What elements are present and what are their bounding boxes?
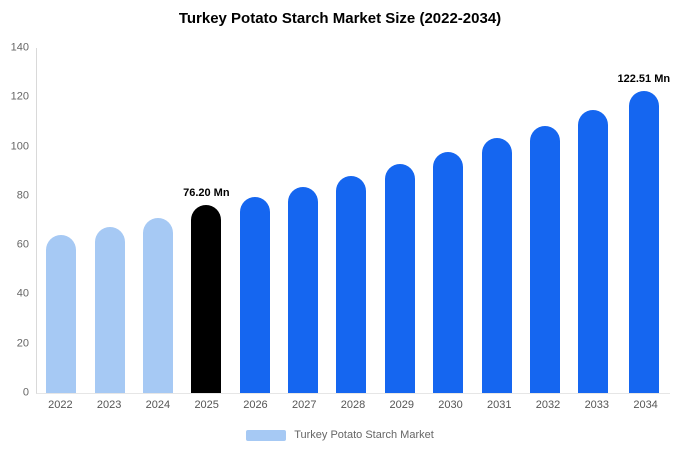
bar-cell-2033 bbox=[569, 48, 617, 393]
plot-area: 76.20 Mn 122.51 Mn bbox=[37, 48, 670, 393]
bar-cell-2027 bbox=[279, 48, 327, 393]
legend: Turkey Potato Starch Market bbox=[0, 429, 680, 441]
bar-2022 bbox=[46, 235, 77, 393]
plot-wrap: 0 20 40 60 80 100 120 140 76.20 Mn 122.51 Mn bbox=[11, 42, 670, 398]
bar-2027 bbox=[288, 187, 319, 393]
bar-cell-2028 bbox=[327, 48, 375, 393]
x-tick-2032: 2032 bbox=[535, 399, 561, 411]
x-tick-2022: 2022 bbox=[48, 399, 73, 411]
chart-title: Turkey Potato Starch Market Size (2022-2… bbox=[178, 10, 502, 27]
bar-cell-2026 bbox=[231, 48, 279, 393]
bar-cell-2030 bbox=[424, 48, 472, 393]
bar-2024 bbox=[142, 218, 173, 393]
legend-label: Turkey Potato Starch Market bbox=[294, 429, 434, 441]
x-tick-2024: 2024 bbox=[145, 399, 171, 411]
x-tick-2028: 2028 bbox=[340, 399, 366, 411]
legend-swatch bbox=[246, 429, 287, 441]
bar-cell-2029 bbox=[376, 48, 424, 393]
bar-cell-2024 bbox=[134, 48, 182, 393]
bar-value-label-2025: 76.20 Mn bbox=[183, 187, 230, 200]
bar-2029 bbox=[384, 163, 415, 393]
bar-2025 bbox=[191, 205, 222, 393]
bar-cell-2025: 76.20 Mn bbox=[182, 48, 230, 393]
x-tick-2025: 2025 bbox=[194, 399, 219, 411]
bar-2031 bbox=[481, 137, 512, 393]
x-axis: 2022 2023 2024 2025 2026 2027 2028 2029 2030 2031… bbox=[36, 399, 670, 411]
x-tick-2033: 2033 bbox=[584, 399, 610, 411]
y-tick-0: 0 bbox=[22, 386, 29, 399]
bar-2030 bbox=[433, 151, 464, 393]
bar-2032 bbox=[529, 125, 560, 393]
x-tick-2029: 2029 bbox=[389, 399, 414, 411]
y-tick-80: 80 bbox=[16, 189, 29, 202]
bar-value-label-2034: 122.51 Mn bbox=[617, 73, 671, 86]
bar-cell-2031 bbox=[472, 48, 520, 393]
bar-cell-2034: 122.51 Mn bbox=[617, 48, 671, 393]
x-tick-2031: 2031 bbox=[487, 399, 512, 411]
y-tick-100: 100 bbox=[10, 140, 29, 153]
y-tick-20: 20 bbox=[16, 337, 29, 350]
x-tick-2027: 2027 bbox=[291, 399, 317, 411]
bar-cell-2032 bbox=[521, 48, 569, 393]
x-tick-2026: 2026 bbox=[243, 399, 268, 411]
bar-2034 bbox=[628, 91, 659, 393]
y-tick-40: 40 bbox=[16, 287, 29, 300]
y-tick-120: 120 bbox=[10, 90, 29, 103]
x-tick-2023: 2023 bbox=[96, 399, 122, 411]
bar-cell-2022 bbox=[37, 48, 85, 393]
bar-2028 bbox=[336, 176, 367, 393]
x-tick-2030: 2030 bbox=[438, 399, 463, 411]
bar-2026 bbox=[239, 197, 270, 393]
bar-2023 bbox=[94, 226, 125, 393]
x-tick-2034: 2034 bbox=[633, 399, 658, 411]
bar-cell-2023 bbox=[85, 48, 133, 393]
y-tick-60: 60 bbox=[16, 238, 29, 251]
bar-2033 bbox=[578, 109, 609, 393]
y-tick-140: 140 bbox=[10, 41, 29, 54]
